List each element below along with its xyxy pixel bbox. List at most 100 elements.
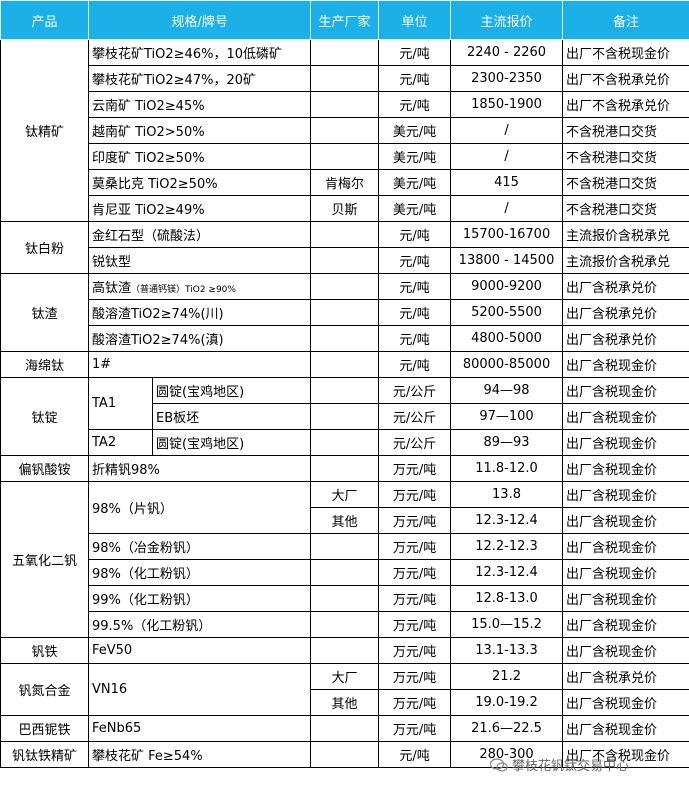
table-row: 其他 万元/吨 19.0-19.2 出厂含税现金价 — [1, 689, 689, 716]
note-cell: 出厂含税现金价 — [562, 637, 689, 664]
spec-cell: 印度矿 TiO2≥50% — [87, 143, 312, 170]
spec-cell: 高钛渣（普通钙镁）TiO2 ≥90% — [87, 273, 312, 300]
spec-text: VN16 — [92, 682, 128, 697]
table-row: 钛渣 高钛渣（普通钙镁）TiO2 ≥90% 元/吨 9000-9200 出厂含税承兑价 — [0, 273, 689, 352]
note-cell: 出厂不含税承兑价 — [562, 65, 689, 92]
unit-cell: 万元/吨 — [378, 663, 452, 690]
note-cell: 出厂含税现金价 — [562, 689, 689, 716]
spec-text: 98%（片钒） — [92, 502, 173, 517]
spec-text: 折精钒98% — [92, 463, 160, 478]
spec-text: 攀枝花矿TiO2≥46%，10低磷矿 — [92, 47, 282, 62]
maker-cell: 其他 — [310, 507, 380, 534]
maker-cell — [310, 559, 380, 586]
table-body: 钛精矿 攀枝花矿TiO2≥46%，10低磷矿 元/吨 2240 - 2260 出厂不含税… — [0, 39, 689, 768]
product-cell: 钛精矿 — [0, 39, 89, 222]
maker-cell — [310, 611, 380, 638]
price-cell: / — [450, 195, 564, 222]
spec-cell: TA2 — [88, 429, 153, 456]
spec-cell: 云南矿 TiO2≥45% — [87, 91, 312, 118]
table-row: 钒铁 FeV50 万元/吨 13.1-13.3 出厂含税现金价 — [0, 637, 689, 664]
unit-cell: 万元/吨 — [378, 715, 452, 742]
maker-cell — [310, 325, 380, 352]
unit-cell: 元/公斤 — [378, 429, 452, 456]
table-row: TA2 圆锭(宝鸡地区) 元/公斤 89—93 出厂含税现金价 — [1, 429, 689, 456]
wechat-icon — [490, 757, 508, 772]
price-cell: 13.1-13.3 — [450, 637, 564, 664]
note-cell: 出厂含税现金价 — [562, 403, 689, 430]
unit-cell: 万元/吨 — [378, 481, 452, 508]
table-row: 越南矿 TiO2>50% 美元/吨 / 不含税港口交货 — [1, 117, 689, 144]
spec-cell: TA1 — [88, 377, 153, 430]
table-row: 巴西铌铁 FeNb65 万元/吨 21.6—22.5 出厂含税现金价 — [0, 715, 689, 742]
spec-text: FeV50 — [92, 643, 133, 658]
spec-text: 越南矿 TiO2>50% — [92, 125, 205, 140]
price-cell: 12.3-12.4 — [450, 559, 564, 586]
product-cell: 钛白粉 — [0, 221, 89, 274]
maker-cell: 肯梅尔 — [310, 169, 380, 196]
spec-cell: 攀枝花矿TiO2≥47%，20矿 — [87, 65, 312, 92]
note-cell: 出厂含税现金价 — [562, 351, 689, 378]
maker-cell — [310, 91, 380, 118]
maker-cell — [310, 351, 380, 378]
price-cell: 89—93 — [450, 429, 564, 456]
table-row: 98%（化工粉钒） 万元/吨 12.3-12.4 出厂含税现金价 — [1, 559, 689, 586]
note-cell: 出厂含税现金价 — [562, 585, 689, 612]
unit-cell: 元/吨 — [378, 221, 452, 248]
spec-text: 云南矿 TiO2≥45% — [92, 99, 205, 114]
unit-cell: 万元/吨 — [378, 689, 452, 716]
table-row: 99%（化工粉钒） 万元/吨 12.8-13.0 出厂含税现金价 — [1, 585, 689, 612]
spec-cell: FeNb65 — [87, 715, 312, 742]
unit-cell: 元/吨 — [378, 65, 452, 92]
maker-cell — [310, 533, 380, 560]
note-cell: 不含税港口交货 — [562, 143, 689, 170]
price-cell: 11.8-12.0 — [450, 455, 564, 482]
table-row: 钛锭 TA1 圆锭(宝鸡地区) 元/公斤 94—98 出厂含税现金价 — [0, 377, 689, 456]
unit-cell: 元/吨 — [378, 247, 452, 274]
header-cell: 主流报价 — [450, 0, 564, 40]
unit-cell: 美元/吨 — [378, 143, 452, 170]
price-cell: 97—100 — [450, 403, 564, 430]
table-row: 99.5%（化工粉钒） 万元/吨 15.0—15.2 出厂含税现金价 — [1, 611, 689, 638]
spec-cell: 酸溶渣TiO2≥74%(滇) — [87, 325, 312, 352]
price-cell: 2300-2350 — [450, 65, 564, 92]
note-cell: 出厂含税现金价 — [562, 715, 689, 742]
table-row: 钛精矿 攀枝花矿TiO2≥46%，10低磷矿 元/吨 2240 - 2260 出厂不含税… — [0, 39, 689, 222]
spec-cell: 攀枝花矿 Fe≥54% — [87, 741, 312, 768]
spec-cell: 折精钒98% — [87, 455, 312, 482]
note-cell: 出厂含税现金价 — [562, 611, 689, 638]
table-row: 钛白粉 金红石型（硫酸法） 元/吨 15700-16700 主流报价含税承兑 — [0, 221, 689, 274]
price-cell: 280-300 — [450, 741, 564, 768]
product-cell: 钒铁 — [0, 637, 89, 664]
unit-cell: 万元/吨 — [378, 507, 452, 534]
header-cell: 规格/牌号 — [87, 0, 312, 40]
spec-text: 99.5%（化工粉钒） — [92, 619, 212, 634]
spec-small-text: （普通钙镁）TiO2 ≥90% — [131, 285, 236, 295]
product-cell: 钛渣 — [0, 273, 89, 352]
spec-text: 高钛渣 — [92, 281, 132, 296]
maker-cell — [310, 455, 380, 482]
spec-text: 莫桑比克 TiO2≥50% — [92, 177, 218, 192]
table-row: 攀枝花矿TiO2≥47%，20矿 元/吨 2300-2350 出厂不含税承兑价 — [1, 65, 689, 92]
maker-cell: 贝斯 — [310, 195, 380, 222]
product-cell: 巴西铌铁 — [0, 715, 89, 742]
spec-text: 肯尼亚 TiO2≥49% — [92, 203, 205, 218]
spec-cell: 金红石型（硫酸法） — [87, 221, 312, 248]
price-cell: 12.2-12.3 — [450, 533, 564, 560]
table-row: 五氧化二钒 98%（片钒） 大厂 万元/吨 13.8 出厂含税现金价 — [0, 481, 689, 638]
unit-cell: 元/公斤 — [378, 403, 452, 430]
watermark: 攀枝花钒钛交易中心 — [490, 755, 629, 774]
note-cell: 出厂含税现金价 — [562, 377, 689, 404]
table-row: 钒钛铁精矿 攀枝花矿 Fe≥54% 元/吨 280-300 出厂不含税现金价 — [0, 741, 689, 768]
price-cell: 12.8-13.0 — [450, 585, 564, 612]
spec-cell: 肯尼亚 TiO2≥49% — [87, 195, 312, 222]
maker-cell — [310, 117, 380, 144]
price-cell: 21.2 — [450, 663, 564, 690]
maker-cell — [310, 65, 380, 92]
spec-text: FeNb65 — [92, 721, 142, 736]
unit-cell: 万元/吨 — [378, 455, 452, 482]
unit-cell: 美元/吨 — [378, 195, 452, 222]
price-cell: / — [450, 143, 564, 170]
spec-cell: 98%（化工粉钒） — [87, 559, 312, 586]
note-cell: 不含税港口交货 — [562, 117, 689, 144]
